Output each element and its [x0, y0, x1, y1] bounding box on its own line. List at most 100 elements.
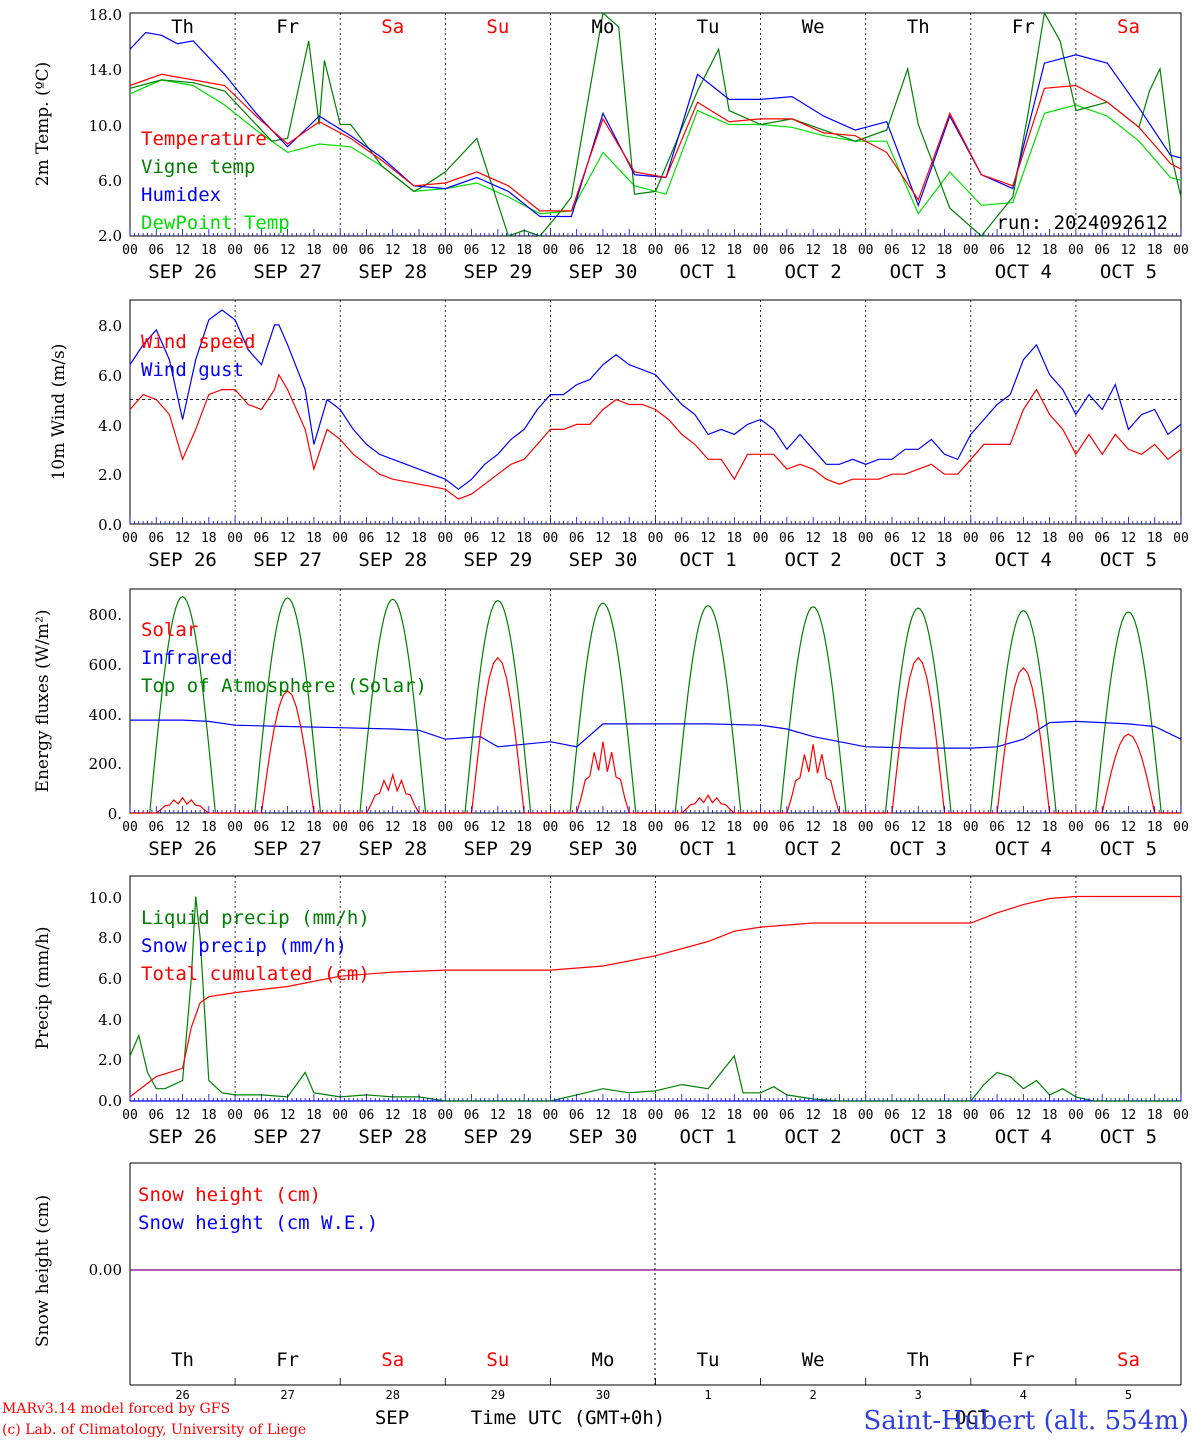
- hour-label: 18: [411, 243, 427, 258]
- hour-label: 00: [1173, 820, 1189, 835]
- solar-line: [130, 656, 1181, 814]
- precip-ytick: 6.0: [98, 970, 122, 988]
- hour-label: 18: [411, 531, 427, 546]
- hour-label: 00: [858, 243, 874, 258]
- hour-label: 12: [490, 820, 506, 835]
- day-number: 1: [704, 1388, 711, 1402]
- day-number: 4: [1020, 1388, 1027, 1402]
- hour-label: 06: [1094, 243, 1110, 258]
- hour-label: 12: [595, 531, 611, 546]
- day-name: Th: [907, 16, 930, 38]
- legend-snow-height: Snow height (cm): [138, 1184, 321, 1206]
- hour-label: 18: [201, 820, 217, 835]
- date-label: OCT 4: [995, 838, 1052, 860]
- hour-label: 06: [359, 1108, 375, 1123]
- hour-label: 06: [569, 1108, 585, 1123]
- hour-label: 00: [543, 820, 559, 835]
- hour-label: 12: [805, 820, 821, 835]
- day-name: Mo: [592, 16, 615, 38]
- date-label: OCT 1: [679, 838, 736, 860]
- hour-label: 06: [779, 531, 795, 546]
- day-name: Sa: [381, 16, 404, 38]
- temp-ytick: 6.0: [98, 172, 122, 190]
- energy-ytick: 400.: [89, 706, 122, 724]
- hour-label: 00: [332, 243, 348, 258]
- hour-label: 06: [884, 1108, 900, 1123]
- date-label: OCT 5: [1100, 261, 1157, 283]
- date-label: SEP 29: [464, 1126, 533, 1148]
- hour-label: 18: [411, 1108, 427, 1123]
- energy-ytick: 200.: [89, 755, 122, 773]
- day-name: Th: [171, 1349, 194, 1371]
- hour-label: 06: [779, 820, 795, 835]
- hour-label: 12: [280, 1108, 296, 1123]
- legend-temperature: Temperature: [141, 128, 267, 150]
- hour-label: 12: [1121, 1108, 1137, 1123]
- hour-label: 12: [910, 1108, 926, 1123]
- snow-ytick: 0.00: [89, 1261, 122, 1279]
- date-label: SEP 30: [569, 838, 638, 860]
- day-number: 2: [810, 1388, 817, 1402]
- hour-label: 06: [148, 1108, 164, 1123]
- hour-label: 12: [1016, 820, 1032, 835]
- date-label: SEP 27: [253, 549, 322, 571]
- hour-label: 18: [306, 531, 322, 546]
- model-credit: MARv3.14 model forced by GFS: [2, 1401, 230, 1417]
- hour-label: 00: [1173, 243, 1189, 258]
- date-label: OCT 3: [890, 261, 947, 283]
- hour-label: 00: [227, 820, 243, 835]
- hour-label: 12: [910, 243, 926, 258]
- hour-label: 18: [516, 1108, 532, 1123]
- legend-toa-solar: Top of Atmosphere (Solar): [141, 675, 427, 697]
- hour-label: 00: [963, 243, 979, 258]
- date-label: SEP 30: [569, 1126, 638, 1148]
- date-label: SEP 26: [148, 1126, 217, 1148]
- energy-ytick: 0.: [108, 805, 122, 823]
- hour-label: 00: [1068, 243, 1084, 258]
- date-label: SEP 26: [148, 261, 217, 283]
- legend-snow-height-we: Snow height (cm W.E.): [138, 1212, 378, 1234]
- hour-label: 00: [1068, 531, 1084, 546]
- day-name: We: [802, 16, 825, 38]
- hour-label: 06: [254, 243, 270, 258]
- energy-ylabel: Energy fluxes (W/m²): [33, 610, 53, 793]
- date-label: SEP 29: [464, 549, 533, 571]
- hour-label: 00: [1068, 1108, 1084, 1123]
- day-name: Tu: [697, 16, 720, 38]
- hour-label: 00: [648, 243, 664, 258]
- hour-label: 06: [884, 820, 900, 835]
- hour-label: 00: [227, 243, 243, 258]
- date-label: OCT 2: [785, 549, 842, 571]
- hour-label: 06: [779, 243, 795, 258]
- precip-ytick: 4.0: [98, 1011, 122, 1029]
- hour-label: 00: [122, 1108, 138, 1123]
- hour-label: 06: [1094, 820, 1110, 835]
- legend-total-cumulated: Total cumulated (cm): [141, 963, 370, 985]
- hour-label: 06: [148, 243, 164, 258]
- series-line-2: [129, 31, 1182, 218]
- hour-label: 18: [201, 243, 217, 258]
- legend-solar: Solar: [141, 619, 198, 641]
- station-label: Saint-Hubert (alt. 554m): [863, 1406, 1189, 1436]
- hour-label: 06: [569, 243, 585, 258]
- wind-series-1: [129, 309, 1182, 490]
- date-label: OCT 2: [785, 1126, 842, 1148]
- day-name: Th: [907, 1349, 930, 1371]
- date-label: SEP 28: [358, 838, 427, 860]
- hour-label: 18: [411, 820, 427, 835]
- precip-panel: Precip (mm/h) 10.0 8.0 6.0 4.0 2.0 0.0 L…: [33, 875, 1189, 1148]
- wind-ytick: 6.0: [98, 367, 122, 385]
- wind-ytick: 0.0: [98, 516, 122, 534]
- date-label: OCT 2: [785, 261, 842, 283]
- hour-label: 18: [516, 820, 532, 835]
- hour-label: 18: [306, 1108, 322, 1123]
- date-label: OCT 4: [995, 261, 1052, 283]
- date-label: SEP 30: [569, 261, 638, 283]
- date-label: SEP 29: [464, 838, 533, 860]
- hour-label: 18: [1042, 820, 1058, 835]
- hour-label: 06: [989, 531, 1005, 546]
- legend-liquid-precip: Liquid precip (mm/h): [141, 907, 370, 929]
- hour-label: 06: [254, 531, 270, 546]
- legend-wind-speed: Wind speed: [141, 331, 255, 353]
- hour-label: 00: [753, 1108, 769, 1123]
